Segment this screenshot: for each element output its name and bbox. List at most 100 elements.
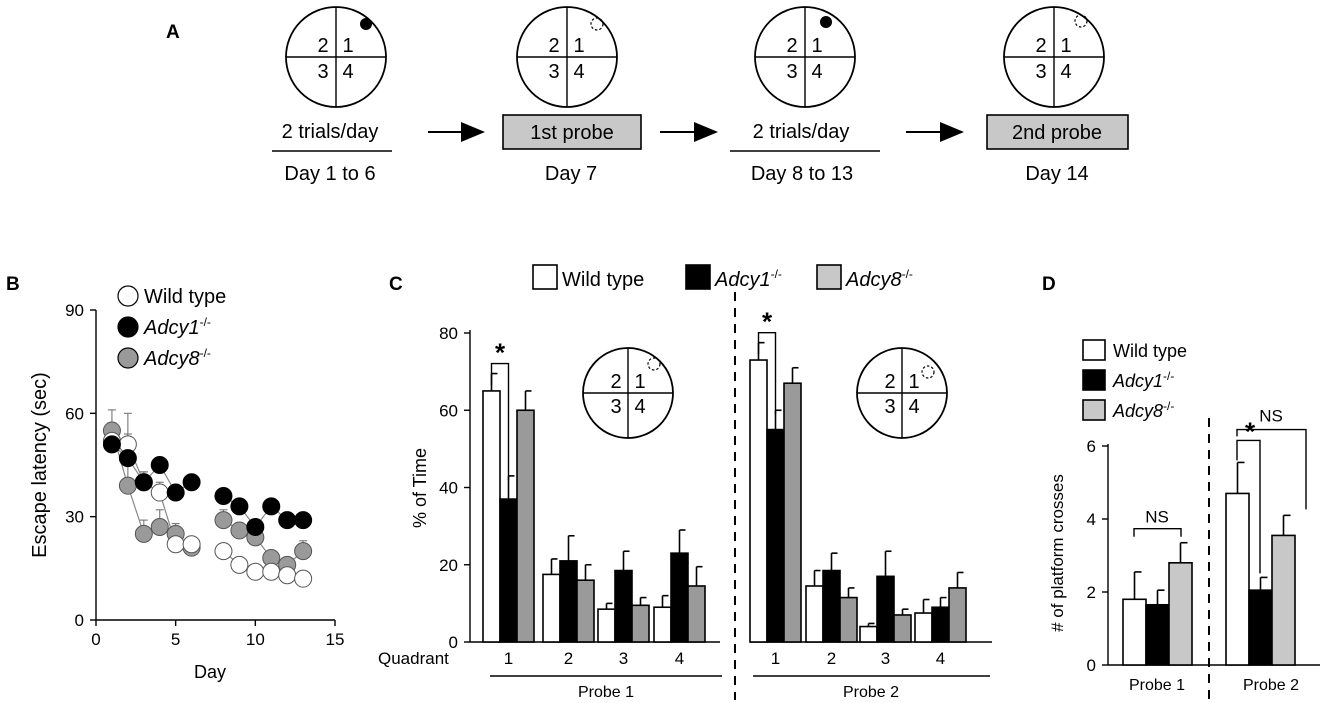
d-group-label-probe-1: Probe 1 (1129, 677, 1185, 694)
legend-d-adcy1: Adcy1-/- (1112, 369, 1174, 391)
quadrant-label-4: 4 (1060, 61, 1071, 83)
legend-swatch-adcy1 (685, 264, 711, 290)
b-point-wild-type (166, 535, 185, 554)
d-ns-label-probe-1: NS (1145, 508, 1169, 527)
b-point-adcy1 (246, 518, 265, 536)
c-y-tick-label: 80 (439, 324, 458, 343)
c-significance-star: * (495, 338, 506, 368)
b-ticks: 0 5 10 15 0 30 60 90 (65, 301, 344, 649)
platform-removed-icon (1074, 14, 1088, 28)
d-significance-star: * (1245, 416, 1256, 446)
c-bar-adcy1 (559, 560, 578, 643)
legend-swatch-adcy8 (816, 264, 842, 290)
legend-d-adcy8: Adcy8-/- (1112, 399, 1174, 421)
b-point-wild-type (246, 562, 265, 581)
c-significance-bracket (490, 362, 510, 480)
d-y-tick-label: 2 (1087, 583, 1096, 602)
quadrant-label-1: 1 (811, 35, 822, 57)
b-point-adcy1 (118, 449, 137, 468)
step-2-day: Day 7 (545, 163, 597, 185)
c-y-tick-label: 20 (439, 556, 458, 575)
legend-swatch-wild-type (1082, 339, 1106, 361)
b-x-tick-label: 5 (171, 630, 180, 649)
quadrant-label-1: 1 (908, 371, 919, 393)
platform-present-icon (360, 18, 372, 30)
b-point-adcy8 (294, 542, 313, 561)
quadrant-label-4: 4 (908, 396, 919, 418)
b-point-adcy1 (214, 487, 233, 505)
b-x-tick-label: 0 (91, 630, 100, 649)
c-significance-bracket (757, 331, 777, 415)
c-bar-wild-type (597, 608, 616, 643)
legend-c-wild-type: Wild type (562, 269, 644, 291)
quadrant-label-3: 3 (548, 61, 559, 83)
probe-box-2 (986, 114, 1129, 150)
d-ns-label-probe-2: NS (1259, 407, 1283, 426)
d-bar-wild-type (1122, 598, 1147, 666)
d-ticks: 0 2 4 6 (1087, 437, 1108, 675)
quadrant-label-3: 3 (1035, 61, 1046, 83)
c-bar-wild-type (859, 625, 878, 643)
c-bar-wild-type (482, 390, 501, 643)
d-y-tick-label: 0 (1087, 656, 1096, 675)
b-x-axis-label: Day (194, 662, 226, 682)
c-x-tick-label: 2 (564, 649, 573, 668)
quadrant-label-3: 3 (610, 396, 621, 418)
c-x-axis-prefix: Quadrant (378, 649, 449, 668)
quadrant-label-2: 2 (610, 371, 621, 393)
c-group-label-probe-2: Probe 2 (843, 684, 899, 701)
b-y-tick-label: 0 (75, 611, 84, 630)
c-bar-adcy8 (687, 585, 706, 643)
c-bar-adcy1 (499, 498, 518, 643)
step-1-label: 2 trials/day (282, 121, 379, 143)
c-bar-adcy1 (766, 428, 785, 643)
legend-marker-wild-type (117, 285, 139, 307)
c-x-tick-label: 1 (504, 649, 513, 668)
b-point-adcy1 (102, 435, 121, 454)
c-bar-wild-type (542, 573, 561, 643)
legend-b-adcy8: Adcy8-/- (143, 346, 211, 370)
b-y-tick-label: 30 (65, 508, 84, 527)
b-y-tick-label: 60 (65, 404, 84, 423)
legend-swatch-wild-type (532, 264, 558, 290)
platform-present-icon (820, 16, 832, 28)
b-point-wild-type (230, 555, 249, 574)
platform-removed-icon (590, 17, 604, 31)
probe-box-1 (502, 114, 642, 150)
b-point-adcy1 (166, 483, 185, 502)
b-point-adcy8 (230, 521, 249, 540)
c-bar-wild-type (749, 359, 768, 643)
c-bar-adcy1 (670, 552, 689, 643)
step-4-label: 2nd probe (1012, 122, 1102, 144)
c-inset-pool-1: 2 1 3 4 (582, 347, 674, 439)
quadrant-label-2: 2 (1035, 35, 1046, 57)
b-point-adcy1 (134, 473, 153, 492)
c-bar-adcy8 (839, 596, 858, 643)
pool-diagram-2: 2 1 3 4 (516, 6, 618, 108)
c-y-axis-label: % of Time (410, 448, 430, 528)
panel-label-c: C (389, 274, 403, 295)
c-x-tick-label: 1 (771, 649, 780, 668)
c-x-tick-label: 2 (827, 649, 836, 668)
legend-c: Wild type Adcy1-/- Adcy8-/- (532, 264, 913, 291)
c-y-tick-label: 60 (439, 401, 458, 420)
step-2-label: 1st probe (530, 122, 613, 144)
legend-swatch-adcy8 (1082, 399, 1106, 421)
panel-b: B Wild type Adcy1-/- Adcy8-/- 0 5 10 15 0 30 6… (6, 274, 344, 682)
d-bar-wild-type (1225, 492, 1250, 666)
legend-c-adcy8: Adcy8-/- (845, 267, 913, 291)
d-bar-adcy8 (1168, 561, 1193, 666)
c-bar-adcy8 (893, 614, 912, 643)
quadrant-label-1: 1 (573, 35, 584, 57)
c-bar-wild-type (653, 606, 672, 643)
b-x-tick-label: 10 (246, 630, 265, 649)
c-y-tick-label: 40 (439, 479, 458, 498)
d-y-axis-label: # of platform crosses (1048, 474, 1067, 632)
pool-diagram-3: 2 1 3 4 (754, 6, 856, 108)
legend-swatch-adcy1 (1082, 369, 1106, 391)
d-bar-adcy8 (1271, 534, 1296, 666)
quadrant-label-4: 4 (573, 61, 584, 83)
quadrant-label-3: 3 (884, 396, 895, 418)
c-bar-adcy8 (948, 587, 967, 643)
